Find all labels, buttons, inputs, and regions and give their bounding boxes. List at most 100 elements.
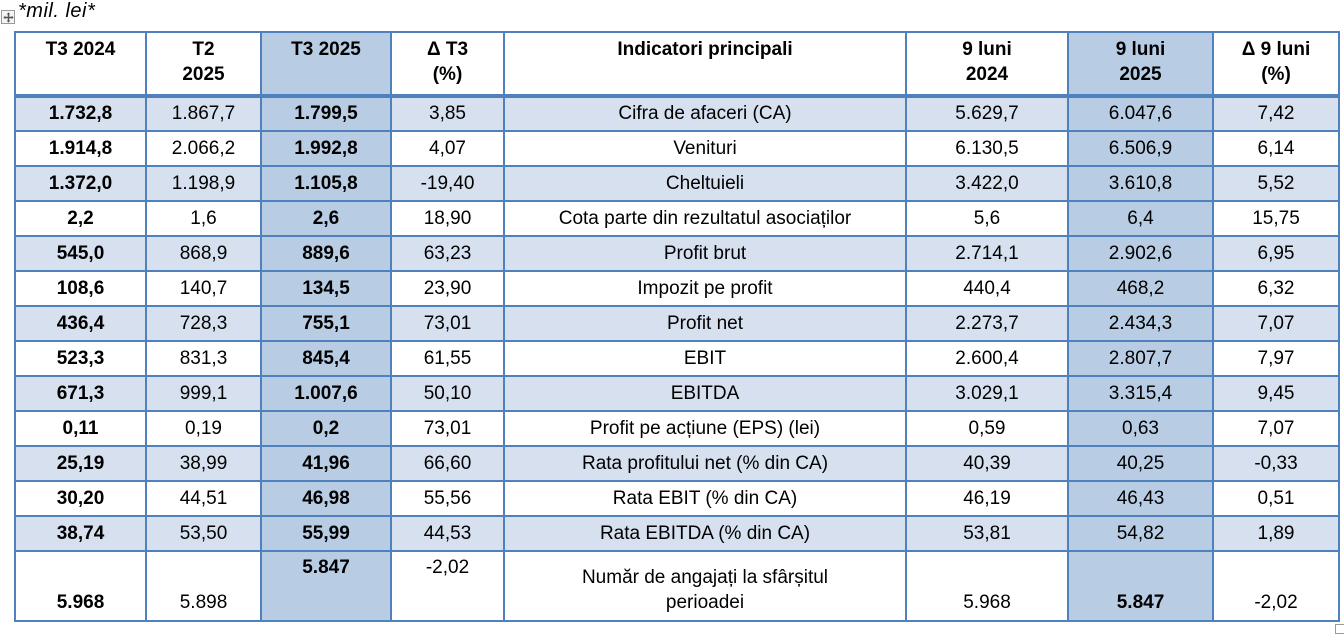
cell-d_9: -2,02 — [1212, 550, 1340, 622]
cell-t3_2025: 55,99 — [260, 515, 392, 552]
cell-indicator: Număr de angajați la sfârșitul perioadei — [503, 550, 907, 622]
header-delta-t3: Δ T3 (%) — [390, 31, 505, 98]
cell-t2_2025: 44,51 — [145, 480, 262, 517]
cell-d_9: 15,75 — [1212, 200, 1340, 237]
cell-indicator: Cota parte din rezultatul asociaților — [503, 200, 907, 237]
cell-t3_2025: 41,96 — [260, 445, 392, 482]
table-row: 108,6 140,7 134,5 23,90 Impozit pe profit 440… — [14, 270, 1340, 307]
cell-d_9: 0,51 — [1212, 480, 1340, 517]
cell-t2_2025: 868,9 — [145, 235, 262, 272]
cell-indicator: Profit brut — [503, 235, 907, 272]
table-body: 1.732,8 1.867,7 1.799,5 3,85 Cifra de afacer… — [14, 95, 1340, 622]
cell-d_t3: 4,07 — [390, 130, 505, 167]
table-move-handle[interactable] — [1, 10, 15, 24]
cell-t2_2025: 53,50 — [145, 515, 262, 552]
cell-m9_2024: 0,59 — [905, 410, 1069, 447]
cell-m9_2025: 6.047,6 — [1067, 95, 1214, 132]
header-t3-2024: T3 2024 — [14, 31, 147, 98]
cell-t3_2025: 889,6 — [260, 235, 392, 272]
table-resize-handle[interactable] — [1335, 624, 1344, 634]
cell-m9_2024: 53,81 — [905, 515, 1069, 552]
cell-t2_2025: 140,7 — [145, 270, 262, 307]
cell-t2_2025: 2.066,2 — [145, 130, 262, 167]
cell-d_t3: 55,56 — [390, 480, 505, 517]
units-note: *mil. lei* — [18, 0, 96, 22]
header-row: T3 2024 T2 2025 T3 2025 Δ T3 (%) Indicat… — [14, 31, 1340, 98]
cell-m9_2025: 6.506,9 — [1067, 130, 1214, 167]
cell-m9_2024: 2.600,4 — [905, 340, 1069, 377]
header-9luni-2025: 9 luni 2025 — [1067, 31, 1214, 98]
cell-d_9: 5,52 — [1212, 165, 1340, 202]
cell-d_t3: 61,55 — [390, 340, 505, 377]
cell-t3_2024: 0,11 — [14, 410, 147, 447]
cell-d_9: 7,07 — [1212, 305, 1340, 342]
cell-t3_2024: 2,2 — [14, 200, 147, 237]
cell-t3_2024: 1.372,0 — [14, 165, 147, 202]
table-row: 671,3 999,1 1.007,6 50,10 EBITDA 3.029,1 3.315… — [14, 375, 1340, 412]
cell-m9_2025: 5.847 — [1067, 550, 1214, 622]
cell-t3_2025: 46,98 — [260, 480, 392, 517]
table-row: 30,20 44,51 46,98 55,56 Rata EBIT (% din CA)… — [14, 480, 1340, 517]
cell-m9_2025: 6,4 — [1067, 200, 1214, 237]
cell-m9_2025: 2.902,6 — [1067, 235, 1214, 272]
cell-t3_2024: 30,20 — [14, 480, 147, 517]
cell-t3_2024: 38,74 — [14, 515, 147, 552]
table-row: 1.732,8 1.867,7 1.799,5 3,85 Cifra de afacer… — [14, 95, 1340, 132]
cell-t3_2024: 5.968 — [14, 550, 147, 622]
cell-t2_2025: 1.867,7 — [145, 95, 262, 132]
cell-m9_2024: 440,4 — [905, 270, 1069, 307]
cell-m9_2025: 3.610,8 — [1067, 165, 1214, 202]
table-row: 0,11 0,19 0,2 73,01 Profit pe acțiune (EPS) … — [14, 410, 1340, 447]
cell-indicator: Cheltuieli — [503, 165, 907, 202]
cell-m9_2024: 5.629,7 — [905, 95, 1069, 132]
cell-t2_2025: 831,3 — [145, 340, 262, 377]
cell-t2_2025: 1.198,9 — [145, 165, 262, 202]
cell-t2_2025: 38,99 — [145, 445, 262, 482]
cell-m9_2024: 5.968 — [905, 550, 1069, 622]
cell-t2_2025: 728,3 — [145, 305, 262, 342]
cell-t3_2024: 523,3 — [14, 340, 147, 377]
table-move-icon — [2, 11, 14, 23]
cell-indicator: Profit net — [503, 305, 907, 342]
cell-t2_2025: 1,6 — [145, 200, 262, 237]
indicators-table: T3 2024 T2 2025 T3 2025 Δ T3 (%) Indicat… — [14, 31, 1340, 622]
cell-m9_2025: 46,43 — [1067, 480, 1214, 517]
cell-t2_2025: 999,1 — [145, 375, 262, 412]
cell-m9_2024: 2.273,7 — [905, 305, 1069, 342]
cell-m9_2024: 40,39 — [905, 445, 1069, 482]
cell-t3_2024: 671,3 — [14, 375, 147, 412]
cell-t3_2025: 1.799,5 — [260, 95, 392, 132]
cell-d_9: 6,95 — [1212, 235, 1340, 272]
cell-t3_2024: 25,19 — [14, 445, 147, 482]
cell-d_t3: 23,90 — [390, 270, 505, 307]
cell-m9_2024: 6.130,5 — [905, 130, 1069, 167]
cell-t3_2025: 5.847 — [260, 550, 392, 622]
cell-t3_2024: 1.732,8 — [14, 95, 147, 132]
cell-t3_2024: 108,6 — [14, 270, 147, 307]
header-t2-2025: T2 2025 — [145, 31, 262, 98]
cell-t3_2025: 1.105,8 — [260, 165, 392, 202]
cell-m9_2024: 5,6 — [905, 200, 1069, 237]
table-row: 2,2 1,6 2,6 18,90 Cota parte din rezultatul … — [14, 200, 1340, 237]
table-row: 38,74 53,50 55,99 44,53 Rata EBITDA (% din C… — [14, 515, 1340, 552]
cell-indicator: Rata EBITDA (% din CA) — [503, 515, 907, 552]
cell-t3_2025: 1.992,8 — [260, 130, 392, 167]
cell-t3_2025: 2,6 — [260, 200, 392, 237]
cell-t3_2025: 845,4 — [260, 340, 392, 377]
cell-m9_2025: 54,82 — [1067, 515, 1214, 552]
cell-d_t3: 66,60 — [390, 445, 505, 482]
cell-indicator: Profit pe acțiune (EPS) (lei) — [503, 410, 907, 447]
cell-t3_2025: 134,5 — [260, 270, 392, 307]
table-row: 1.914,8 2.066,2 1.992,8 4,07 Venituri 6.130,5… — [14, 130, 1340, 167]
table-row: 523,3 831,3 845,4 61,55 EBIT 2.600,4 2.807,7 7,… — [14, 340, 1340, 377]
cell-t3_2025: 0,2 — [260, 410, 392, 447]
cell-indicator: Impozit pe profit — [503, 270, 907, 307]
cell-d_t3: 63,23 — [390, 235, 505, 272]
cell-indicator: Rata profitului net (% din CA) — [503, 445, 907, 482]
cell-d_9: 6,14 — [1212, 130, 1340, 167]
cell-m9_2024: 46,19 — [905, 480, 1069, 517]
table-row: 5.968 5.898 5.847 -2,02 Număr de angajați la… — [14, 550, 1340, 622]
cell-m9_2025: 0,63 — [1067, 410, 1214, 447]
cell-indicator: Cifra de afaceri (CA) — [503, 95, 907, 132]
cell-t2_2025: 5.898 — [145, 550, 262, 622]
